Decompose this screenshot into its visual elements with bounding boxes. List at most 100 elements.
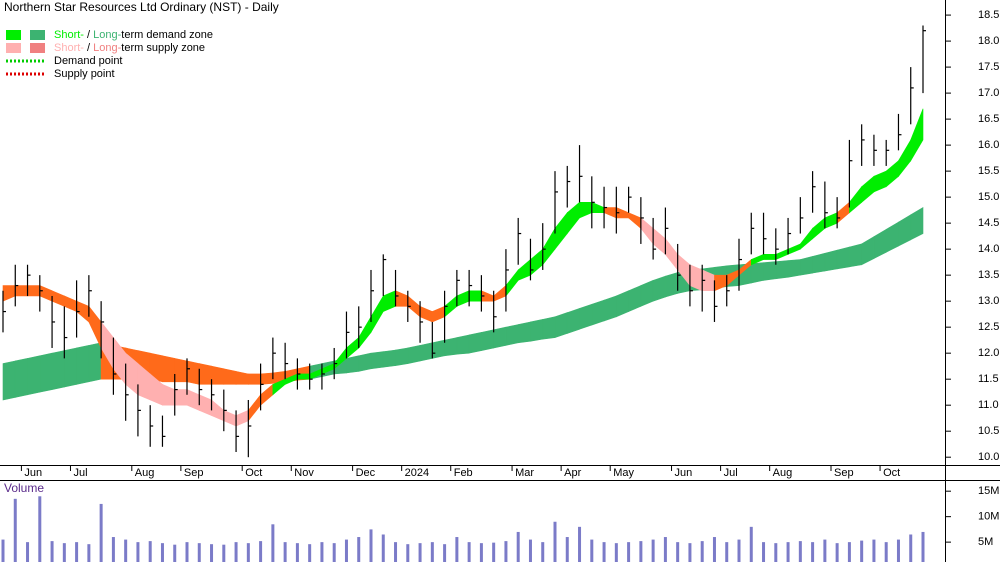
- volume-bar: [1, 539, 5, 562]
- volume-bar: [798, 541, 802, 562]
- volume-bar: [418, 543, 422, 562]
- volume-bar: [823, 539, 827, 562]
- volume-bar: [185, 542, 189, 562]
- volume-bar: [492, 542, 496, 562]
- volume-bar: [639, 541, 643, 562]
- y-tick-label: 13.0: [978, 295, 999, 307]
- long-zone: [432, 339, 445, 359]
- short-zone: [468, 290, 482, 302]
- y-tick-label: 18.5: [978, 9, 999, 21]
- long-zone: [603, 295, 617, 322]
- volume-bar: [62, 543, 66, 562]
- legend-label: Demand point: [54, 55, 123, 67]
- long-zone: [174, 358, 188, 383]
- volume-bar: [835, 543, 839, 562]
- volume-bar: [516, 531, 520, 562]
- volume-bar: [295, 543, 299, 562]
- long-zone: [910, 207, 924, 241]
- volume-bar: [394, 542, 398, 562]
- x-tick-label: Nov: [294, 467, 314, 479]
- volume-bar: [160, 543, 164, 562]
- volume-bar: [222, 544, 226, 562]
- volume-bar: [921, 531, 925, 562]
- legend-swatch: [6, 43, 21, 53]
- y-tick-label: 14.0: [978, 243, 999, 255]
- short-zone: [910, 108, 924, 162]
- volume-bar: [565, 537, 569, 562]
- volume-bar: [50, 541, 54, 562]
- long-zone: [223, 368, 237, 385]
- y-tick-label: 16.5: [978, 113, 999, 125]
- volume-bar: [467, 542, 471, 562]
- volume-bar: [443, 544, 447, 562]
- volume-bar: [884, 542, 888, 562]
- volume-bar: [528, 539, 532, 562]
- x-tick-label: May: [613, 467, 634, 479]
- long-zone: [444, 337, 458, 357]
- volume-title: Volume: [4, 481, 44, 495]
- x-tick-label: Sep: [834, 467, 854, 479]
- legend-text-part: term demand zone: [121, 29, 213, 41]
- long-zone: [39, 352, 53, 393]
- legend-text-part: Long-: [93, 29, 121, 41]
- volume-bar: [13, 498, 17, 562]
- volume-bar: [553, 521, 557, 562]
- volume-bar: [455, 537, 459, 562]
- legend-text-part: /: [84, 29, 93, 41]
- long-zone: [652, 275, 666, 302]
- volume-bar: [725, 542, 729, 562]
- long-zone: [566, 308, 580, 334]
- volume-bar: [614, 543, 618, 562]
- long-zone: [162, 355, 176, 383]
- volume-bar: [896, 539, 900, 562]
- volume-bar: [651, 539, 655, 562]
- long-zone: [750, 262, 764, 284]
- short-zone: [27, 285, 41, 297]
- long-zone: [579, 303, 593, 330]
- x-tick-label: Sep: [184, 467, 204, 479]
- x-tick-label: Jun: [24, 467, 42, 479]
- volume-bar: [259, 541, 263, 562]
- volume-bar: [210, 544, 214, 562]
- volume-bar: [749, 526, 753, 562]
- legend-text-part: term supply zone: [121, 42, 205, 54]
- legend-swatch: [6, 30, 21, 40]
- volume-bar: [847, 542, 851, 562]
- y-tick-label: 10.0: [978, 451, 999, 463]
- volume-bar: [246, 543, 250, 562]
- volume-bar: [774, 543, 778, 562]
- volume-bar: [663, 537, 667, 562]
- chart-title: Northern Star Resources Ltd Ordinary (NS…: [4, 0, 279, 14]
- x-tick-label: Feb: [454, 467, 473, 479]
- x-tick-label: Aug: [773, 467, 793, 479]
- volume-bar: [271, 524, 275, 562]
- x-tick-label: Oct: [883, 467, 900, 479]
- long-zone: [505, 324, 519, 346]
- long-zone: [665, 272, 678, 298]
- x-tick-label: Oct: [245, 467, 262, 479]
- volume-bar: [148, 541, 152, 562]
- volume-bar: [504, 541, 508, 562]
- y-tick-label: 15.5: [978, 165, 999, 177]
- long-zone: [824, 249, 838, 272]
- x-tick-label: Apr: [564, 467, 581, 479]
- volume-bar: [860, 540, 864, 562]
- y-tick-label: 16.0: [978, 139, 999, 151]
- long-zone: [76, 344, 90, 385]
- long-zone: [346, 355, 360, 374]
- long-zone: [235, 371, 249, 385]
- volume-bar: [479, 543, 483, 562]
- x-tick-label: 2024: [405, 467, 429, 479]
- long-zone: [554, 312, 568, 338]
- volume-bar: [676, 542, 680, 562]
- long-zone: [591, 299, 605, 326]
- short-zone: [297, 373, 310, 380]
- volume-tick-label: 5M: [978, 536, 993, 548]
- legend-swatch: [30, 30, 45, 40]
- volume-bar: [712, 537, 716, 562]
- short-zone: [763, 254, 777, 260]
- long-zone: [51, 350, 65, 390]
- long-zone: [763, 261, 777, 281]
- volume-bar: [99, 503, 103, 562]
